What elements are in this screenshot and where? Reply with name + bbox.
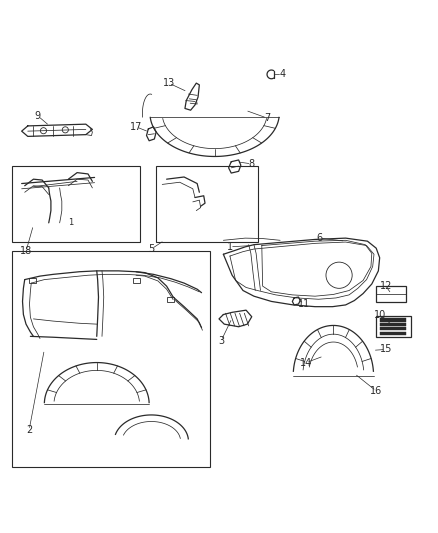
Text: 10: 10 [374, 310, 387, 319]
Circle shape [138, 284, 143, 288]
Text: 1: 1 [227, 242, 233, 252]
Text: 8: 8 [249, 159, 255, 169]
Text: 9: 9 [35, 111, 41, 121]
Text: 6: 6 [316, 233, 322, 243]
Text: 4: 4 [279, 69, 286, 79]
Text: 13: 13 [162, 78, 175, 88]
Text: 16: 16 [370, 386, 382, 396]
Circle shape [26, 220, 32, 225]
Bar [380, 323, 406, 326]
Bar [376, 286, 406, 302]
Circle shape [17, 227, 21, 231]
Text: 12: 12 [380, 281, 392, 291]
Bar [155, 166, 258, 243]
Bar [28, 278, 35, 283]
Text: 11: 11 [298, 298, 310, 309]
Text: 18: 18 [20, 246, 32, 256]
Text: 1: 1 [68, 219, 73, 228]
Bar [12, 251, 210, 467]
Circle shape [60, 297, 64, 302]
Text: 2: 2 [26, 425, 32, 435]
Text: 5: 5 [148, 244, 155, 254]
Text: 3: 3 [218, 336, 224, 346]
Text: 7: 7 [264, 113, 270, 123]
Bar [133, 278, 140, 283]
Bar [380, 332, 406, 335]
Bar [380, 318, 406, 321]
Bar [167, 297, 174, 302]
Text: 14: 14 [300, 358, 312, 368]
Bar [380, 327, 406, 330]
Text: 17: 17 [130, 122, 142, 132]
Text: 15: 15 [380, 344, 392, 354]
Bar [376, 316, 411, 337]
Bar [12, 166, 141, 243]
